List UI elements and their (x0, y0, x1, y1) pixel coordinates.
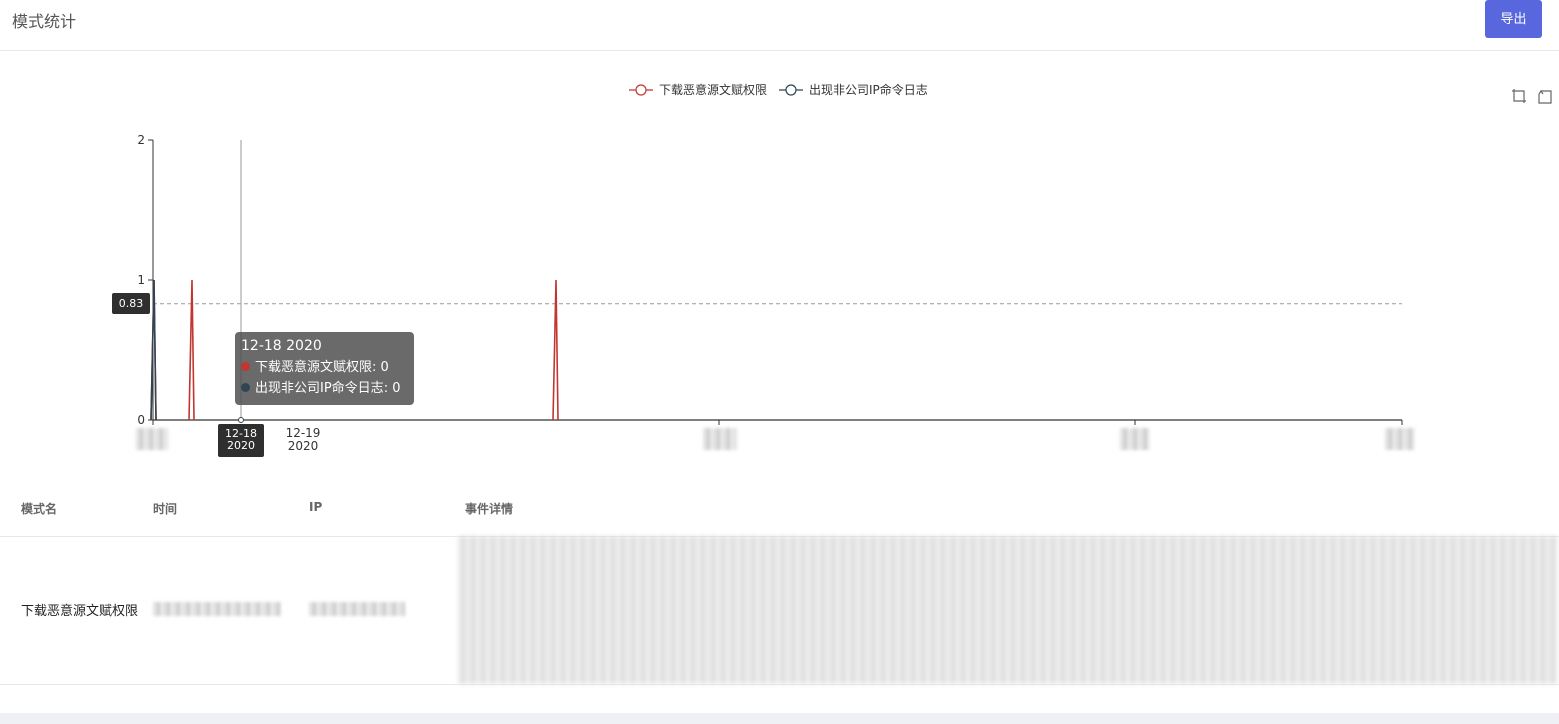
table-bottom-divider (0, 684, 1559, 685)
redacted-ip (309, 602, 405, 616)
chart-tooltip: 12-18 2020 下载恶意源文赋权限: 0 出现非公司IP命令日志: 0 (235, 332, 414, 405)
y-tick-label: 2 (137, 133, 145, 147)
redacted-tick-label (703, 428, 737, 450)
event-table: 模式名 时间 IP 事件详情 下载恶意源文赋权限 (0, 478, 1559, 686)
legend-marker (635, 84, 647, 96)
tooltip-series-name: 出现非公司IP命令日志 (255, 381, 384, 396)
y-axis-pointer-label: 0.83 (112, 293, 150, 314)
series-spike (188, 279, 195, 421)
zoom-icon[interactable] (1511, 88, 1527, 104)
redacted-time (153, 602, 281, 616)
redacted-tick-label (1120, 428, 1150, 450)
page-header: 模式统计 导出 (0, 0, 1559, 51)
zoom-reset-icon[interactable] (1537, 88, 1553, 104)
series-dot-icon (241, 383, 250, 392)
tooltip-row: 出现非公司IP命令日志: 0 (241, 378, 408, 399)
tooltip-title: 12-18 2020 (241, 338, 322, 354)
column-header-details: 事件详情 (465, 502, 514, 516)
tooltip-series-name: 下载恶意源文赋权限 (255, 360, 373, 375)
tooltip-series-value: 0 (380, 360, 389, 375)
table-cell-pattern: 下载恶意源文赋权限 (21, 604, 139, 619)
series-spike (552, 279, 559, 421)
tooltip-series-value: 0 (392, 381, 401, 396)
redacted-event-details (458, 536, 1558, 684)
x-axis-pointer-year: 2020 (227, 439, 255, 452)
column-header-pattern: 模式名 (21, 502, 58, 516)
legend-label: 下载恶意源文赋权限 (659, 82, 767, 97)
column-header-ip: IP (309, 500, 323, 514)
column-header-time: 时间 (153, 502, 178, 516)
redacted-tick-label (136, 428, 168, 450)
redacted-tick-label (1385, 428, 1415, 450)
series-spike (150, 279, 157, 421)
x-axis-pointer-label: 12-18 2020 (218, 424, 264, 457)
tooltip-row: 下载恶意源文赋权限: 0 (241, 357, 408, 378)
page-footer-band (0, 713, 1559, 724)
y-tick-label: 1 (137, 273, 145, 287)
chart-container: 下载恶意源文赋权限 出现非公司IP命令日志 0 1 2 12-19 2020 (0, 52, 1559, 472)
page-title: 模式统计 (12, 12, 77, 31)
legend-label: 出现非公司IP命令日志 (809, 82, 928, 97)
x-axis-pointer-date: 12-18 (225, 427, 257, 440)
series-dot-icon (241, 362, 250, 371)
export-button[interactable]: 导出 (1485, 0, 1542, 38)
x-tick-label: 12-19 (286, 426, 321, 440)
pointer-point (238, 417, 244, 423)
x-tick-label: 2020 (288, 439, 319, 453)
y-tick-label: 0 (137, 413, 145, 427)
legend-marker (785, 84, 797, 96)
